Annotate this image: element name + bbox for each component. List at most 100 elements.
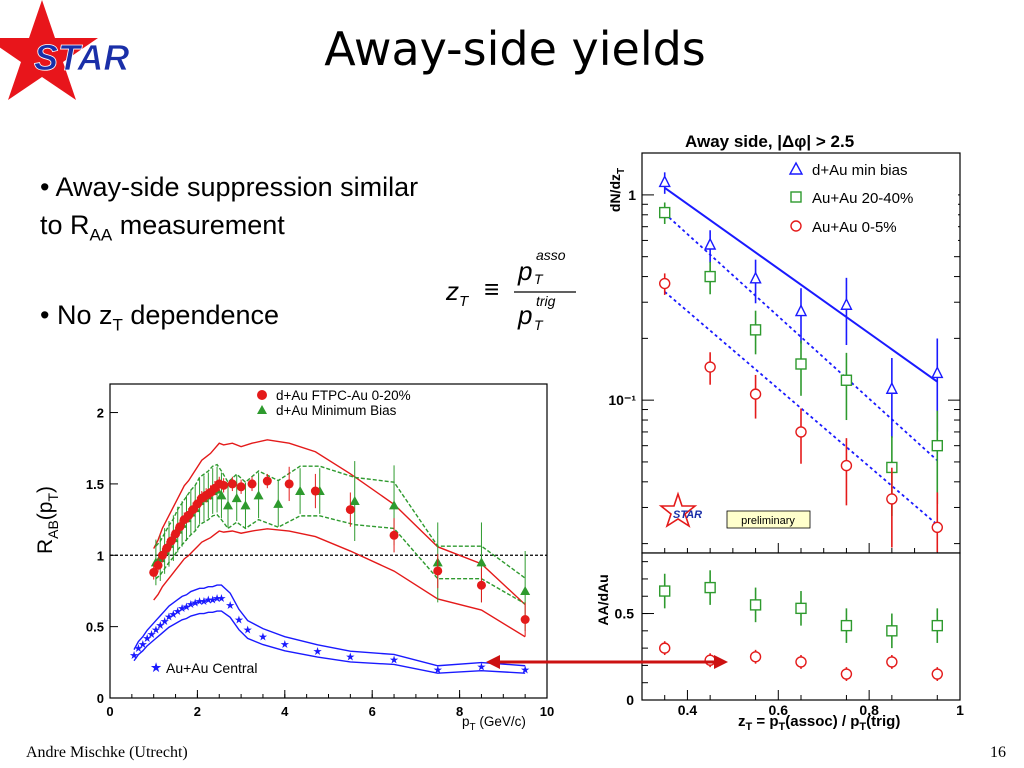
ratio-auau2040-point	[931, 619, 943, 632]
ratio-auau2040-point	[886, 625, 898, 637]
auau05-point	[659, 277, 671, 290]
central-point: ★	[313, 646, 323, 658]
rab-y-tick-label: 2	[97, 406, 104, 421]
star-logo-text: STAR	[34, 37, 129, 78]
svg-text:T: T	[534, 317, 544, 333]
ratio-auau2040-point	[795, 602, 807, 615]
central-point: ★	[433, 664, 443, 676]
legend-marker-auau05	[790, 220, 802, 232]
minbias-point	[240, 500, 251, 510]
central-point: ★	[212, 593, 222, 605]
rab-data-points: ★★★★★★★★★★★★★★★★★★★★★★★★★★★ ★ ★★ ★ ★	[129, 461, 530, 676]
rab-y-tick-label: 1	[97, 548, 104, 563]
central-point: ★	[133, 643, 143, 655]
away-side-chart: Away side, |Δφ| > 2.5 10⁻¹ 1 0 0.5 0.4 0.6 0.…	[595, 132, 964, 733]
ratio-auau2040-point	[659, 585, 671, 597]
central-point: ★	[164, 612, 174, 624]
auau05-point	[795, 426, 807, 438]
central-point: ★	[186, 599, 196, 611]
ratio-auau05-point	[840, 668, 853, 680]
legend-auau05: Au+Au 0-5%	[812, 219, 897, 236]
minbias-point	[216, 490, 227, 500]
minbias-point	[253, 490, 264, 500]
auau2040-point	[704, 270, 716, 283]
yield-y-axis-label: dN/dzT	[607, 168, 627, 212]
central-point: ★	[243, 624, 253, 636]
minbias-point	[295, 486, 306, 496]
dau-point	[704, 237, 717, 250]
preliminary-text: preliminary	[741, 515, 795, 527]
central-point: ★	[389, 654, 399, 666]
central-band-lower	[133, 610, 526, 674]
auau05-point	[886, 493, 898, 505]
yield-axis-ticks: 10⁻¹ 1	[608, 187, 961, 553]
ftpc-point	[520, 615, 530, 624]
central-point: ★	[142, 633, 152, 645]
ratio-x-tick-label: 1	[956, 702, 964, 718]
ratio-auau2040-point	[840, 619, 853, 632]
ftpc-point	[284, 479, 294, 489]
ratio-auau05-point	[749, 651, 762, 663]
yield-legend: d+Au min bias Au+Au 20-40% Au+Au 0-5%	[768, 156, 958, 244]
rab-x-tick-label: 4	[281, 704, 289, 719]
rab-x-axis-label: pT (GeV/c)	[462, 714, 526, 733]
central-point: ★	[216, 593, 226, 605]
dau-point	[749, 271, 762, 284]
auau05-point	[704, 361, 716, 373]
central-point: ★	[177, 603, 187, 615]
ratio-auau05-point	[795, 656, 807, 668]
ftpc-point	[476, 580, 486, 590]
central-band-upper	[133, 584, 526, 667]
central-point: ★	[195, 596, 205, 608]
ftpc-band-lower	[153, 528, 526, 638]
minbias-point	[273, 498, 284, 508]
yield-y-tick-label: 10⁻¹	[608, 392, 636, 408]
legend-marker-auau2040	[790, 191, 802, 203]
auau05-point	[931, 521, 943, 534]
ratio-auau05-point	[886, 656, 898, 668]
central-point: ★	[203, 595, 213, 607]
ftpc-point	[162, 543, 172, 553]
auau2040-point	[795, 358, 807, 370]
bullet-1-line-2: to RAA measurement	[40, 210, 285, 245]
legend-marker-central: ★	[150, 660, 162, 675]
bullet-list: • Away-side suppression similar to RAA m…	[40, 168, 540, 387]
minbias-point	[349, 496, 360, 506]
central-point: ★	[155, 620, 165, 632]
rab-x-tick-label: 0	[106, 704, 113, 719]
ratio-y-tick-label: 0	[626, 692, 634, 708]
formula-numerator: p	[517, 256, 532, 286]
central-point: ★	[190, 597, 200, 609]
central-point: ★	[234, 615, 244, 627]
bullet-1-line-1: • Away-side suppression similar	[40, 172, 419, 202]
dau-point	[885, 381, 898, 394]
central-point: ★	[151, 624, 161, 636]
rab-y-axis-label: RAB(pT)	[34, 486, 61, 554]
bullet-1: • Away-side suppression similar to RAA m…	[40, 168, 540, 254]
dau-point	[658, 174, 671, 188]
auau05-point	[749, 388, 762, 400]
central-point: ★	[345, 652, 355, 664]
ftpc-point	[433, 566, 443, 576]
ftpc-point	[171, 529, 181, 539]
ratio-auau05-point	[659, 642, 671, 654]
rab-bands	[133, 439, 526, 674]
ratio-data-points	[659, 570, 943, 681]
rab-x-tick-label: 2	[194, 704, 201, 719]
legend-ftpc: d+Au FTPC-Au 0-20%	[276, 388, 411, 403]
legend-minbias: d+Au Minimum Bias	[276, 403, 397, 418]
auau2040-point	[840, 374, 853, 386]
minbias-point	[476, 557, 487, 567]
star-logo: STAR	[0, 0, 130, 100]
central-point: ★	[520, 664, 530, 676]
star-logo-shape	[0, 0, 98, 100]
legend-auau2040: Au+Au 20-40%	[812, 190, 913, 207]
central-point: ★	[280, 639, 290, 651]
star-preliminary-logo: STAR preliminary	[658, 491, 811, 529]
footer-author: Andre Mischke (Utrecht)	[26, 744, 188, 761]
ratio-x-axis-label: zT = pT(assoc) / pT(trig)	[738, 713, 900, 733]
rab-x-tick-label: 8	[456, 704, 463, 719]
ratio-y-axis-label: AA/dAu	[595, 574, 611, 625]
fit-line-0	[664, 187, 938, 383]
